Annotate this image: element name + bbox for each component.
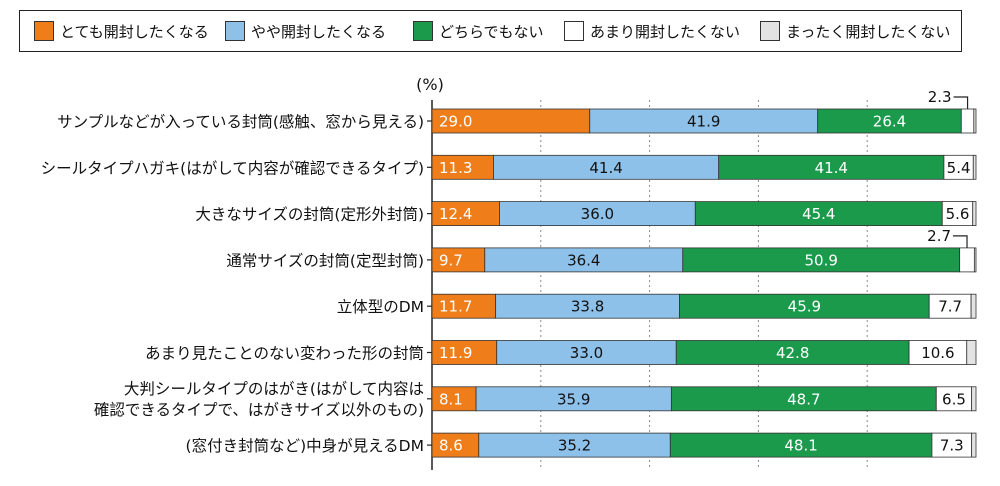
data-label: 35.9 bbox=[557, 390, 590, 408]
data-label: 36.0 bbox=[581, 205, 614, 223]
bar-segment bbox=[941, 201, 974, 227]
legend-label-somewhat-unlikely: あまり開封したくない bbox=[590, 22, 741, 41]
callout-leader bbox=[953, 235, 968, 248]
data-label: 7.7 bbox=[938, 298, 962, 316]
data-label: 35.2 bbox=[558, 437, 591, 455]
data-label: 50.9 bbox=[805, 251, 838, 269]
legend-label-very-likely: とても開封したくなる bbox=[60, 22, 209, 41]
data-label: 36.4 bbox=[567, 251, 600, 269]
bar-segment bbox=[679, 293, 930, 319]
legend-label-neutral: どちらでもない bbox=[439, 22, 544, 41]
bar-segment bbox=[484, 247, 684, 273]
data-label: 48.7 bbox=[787, 390, 820, 408]
category-label: シールタイプハガキ(はがして内容が確認できるタイプ) bbox=[41, 159, 424, 177]
bar-segment bbox=[817, 108, 962, 134]
data-label: 8.1 bbox=[439, 390, 463, 408]
data-label: 41.4 bbox=[815, 159, 848, 177]
data-label: 48.1 bbox=[784, 437, 817, 455]
data-label: 9.7 bbox=[439, 251, 463, 269]
data-label: 45.4 bbox=[802, 205, 835, 223]
legend-item-very-unlikely: まったく開封したくない bbox=[760, 11, 950, 51]
bar-segment bbox=[943, 154, 974, 180]
bar-segment bbox=[431, 108, 591, 134]
bar-segment bbox=[972, 154, 977, 180]
bar-segment bbox=[675, 340, 910, 365]
legend-label-very-unlikely: まったく開封したくない bbox=[786, 22, 951, 41]
legend-item-neutral: どちらでもない bbox=[413, 11, 544, 51]
legend-item-somewhat-likely: やや開封したくなる bbox=[225, 11, 386, 51]
bar-segment bbox=[431, 201, 500, 227]
data-label: 8.6 bbox=[439, 437, 463, 455]
bar-segment bbox=[972, 201, 977, 227]
data-label: 11.7 bbox=[439, 298, 472, 316]
bar-segment bbox=[971, 432, 977, 458]
bar-segment bbox=[971, 386, 977, 412]
legend: とても開封したくなる やや開封したくなる どちらでもない あまり開封したくない … bbox=[19, 10, 962, 52]
bar-segment bbox=[493, 154, 720, 180]
legend-swatch-very-likely bbox=[34, 21, 54, 41]
legend-swatch-somewhat-unlikely bbox=[564, 21, 584, 41]
data-label: 26.4 bbox=[873, 113, 906, 131]
data-label: 6.5 bbox=[942, 390, 966, 408]
category-label: (窓付き封筒など)中身が見えるDM bbox=[186, 437, 424, 455]
bar-segment bbox=[908, 340, 968, 365]
unit-label: (%) bbox=[416, 75, 444, 94]
category-label: 通常サイズの封筒(定型封筒) bbox=[226, 252, 424, 270]
bar-segment bbox=[431, 386, 477, 412]
legend-swatch-neutral bbox=[413, 21, 433, 41]
data-label: 5.4 bbox=[947, 159, 971, 177]
category-label: 大判シールタイプのはがき(はがして内容は確認できるタイプで、はがきサイズ以外のも… bbox=[94, 380, 424, 419]
callout-leader bbox=[953, 96, 969, 109]
category-label: 大きなサイズの封筒(定形外封筒) bbox=[195, 206, 424, 224]
data-label: 33.0 bbox=[570, 344, 603, 362]
callout-label: 2.7 bbox=[927, 227, 951, 245]
bar-segment bbox=[928, 293, 972, 319]
bar-segment bbox=[499, 201, 696, 227]
bar-segment bbox=[970, 293, 977, 319]
bar-segment bbox=[959, 247, 975, 273]
category-label: あまり見たことのない変わった形の封筒 bbox=[145, 345, 424, 363]
data-label: 5.6 bbox=[946, 205, 970, 223]
category-label: 立体型のDM bbox=[337, 298, 424, 316]
category-label: サンプルなどが入っている封筒(感触、窓から見える) bbox=[57, 113, 424, 131]
data-label: 11.3 bbox=[439, 159, 472, 177]
data-label: 41.9 bbox=[687, 113, 720, 131]
bar-segment bbox=[931, 432, 973, 458]
data-label: 7.3 bbox=[940, 437, 964, 455]
bar-segment bbox=[718, 154, 945, 180]
data-label: 33.8 bbox=[571, 298, 604, 316]
data-label: 29.0 bbox=[439, 113, 472, 131]
bar-segment bbox=[973, 108, 977, 134]
bar-segment bbox=[694, 201, 943, 227]
bar-segment bbox=[589, 108, 819, 134]
bar-segment bbox=[966, 340, 977, 365]
bar-segment bbox=[478, 432, 671, 458]
data-label: 11.9 bbox=[439, 344, 472, 362]
callout-label: 2.3 bbox=[928, 88, 952, 106]
bar-segment bbox=[670, 386, 937, 412]
bar-segment bbox=[960, 108, 975, 134]
bar-segment bbox=[973, 247, 977, 273]
bar-segment bbox=[669, 432, 933, 458]
legend-item-very-likely: とても開封したくなる bbox=[34, 11, 209, 51]
legend-swatch-somewhat-likely bbox=[225, 21, 245, 41]
data-label: 10.6 bbox=[921, 344, 954, 362]
data-label: 12.4 bbox=[439, 205, 472, 223]
legend-swatch-very-unlikely bbox=[760, 21, 780, 41]
bar-segment bbox=[682, 247, 961, 273]
bar-segment bbox=[496, 340, 677, 365]
legend-label-somewhat-likely: やや開封したくなる bbox=[251, 22, 387, 41]
bar-segment bbox=[431, 293, 497, 319]
data-label: 41.4 bbox=[589, 159, 622, 177]
bar-segment bbox=[495, 293, 680, 319]
bar-segment bbox=[431, 340, 498, 365]
data-label: 45.9 bbox=[788, 298, 821, 316]
data-label: 42.8 bbox=[776, 344, 809, 362]
legend-item-somewhat-unlikely: あまり開封したくない bbox=[564, 11, 740, 51]
